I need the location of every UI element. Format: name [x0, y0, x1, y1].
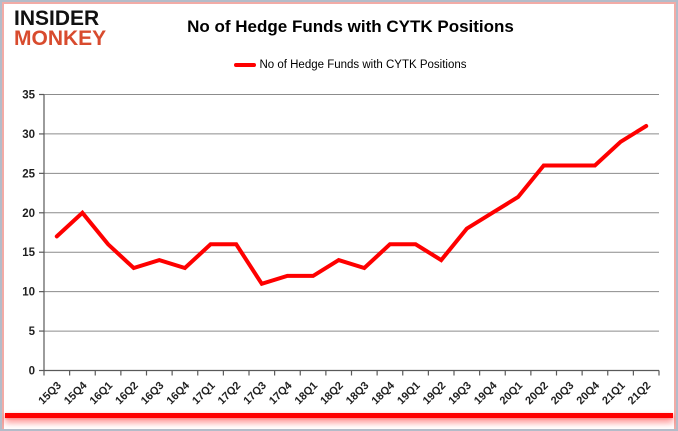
x-tick-label: 20Q4 [575, 379, 603, 407]
y-tick-label: 20 [22, 208, 35, 220]
legend-label: No of Hedge Funds with CYTK Positions [259, 59, 467, 71]
bottom-red-bar [5, 413, 673, 418]
y-tick-label: 5 [29, 326, 36, 338]
x-tick-label: 19Q1 [395, 380, 423, 408]
x-tick-label: 21Q1 [600, 380, 628, 408]
x-tick-label: 18Q2 [318, 380, 346, 408]
x-tick-label: 18Q3 [344, 380, 372, 408]
y-axis-labels: 0 5 10 15 20 25 30 35 [22, 90, 44, 378]
x-tick-label: 21Q2 [626, 380, 654, 408]
x-tick-label: 18Q1 [293, 380, 321, 408]
x-tick-label: 17Q4 [267, 379, 295, 407]
x-axis-ticks [43, 370, 660, 376]
y-tick-label: 10 [22, 287, 35, 299]
gridlines [44, 94, 659, 332]
y-tick-label: 35 [22, 90, 35, 102]
x-tick-label: 17Q3 [241, 380, 269, 408]
x-tick-label: 19Q4 [472, 379, 500, 407]
x-tick-label: 20Q1 [498, 380, 526, 408]
legend-line-swatch [234, 63, 257, 67]
x-tick-label: 17Q1 [190, 380, 218, 408]
insider-monkey-logo: INSIDER MONKEY [14, 7, 107, 50]
x-tick-label: 18Q4 [370, 379, 398, 407]
x-tick-label: 15Q3 [36, 380, 64, 408]
logo-line-insider: INSIDER [14, 7, 100, 30]
x-tick-label: 20Q2 [523, 380, 551, 408]
x-tick-label: 15Q4 [62, 379, 90, 407]
axes [43, 94, 659, 372]
legend: No of Hedge Funds with CYTK Positions [44, 59, 657, 71]
chart-title: No of Hedge Funds with CYTK Positions [187, 17, 514, 36]
x-axis-labels: 15Q315Q416Q116Q216Q316Q417Q117Q217Q317Q4… [36, 379, 653, 407]
x-tick-label: 19Q3 [446, 380, 474, 408]
logo-line-monkey: MONKEY [14, 26, 107, 50]
y-tick-label: 0 [29, 366, 35, 378]
x-tick-label: 19Q2 [421, 380, 449, 408]
y-tick-label: 25 [22, 168, 35, 180]
y-tick-label: 30 [22, 129, 35, 141]
x-tick-label: 17Q2 [216, 380, 244, 408]
x-tick-label: 16Q4 [165, 379, 193, 407]
x-tick-label: 16Q1 [88, 380, 116, 408]
x-tick-label: 16Q3 [139, 380, 167, 408]
x-tick-label: 20Q3 [549, 380, 577, 408]
series-line [54, 124, 649, 287]
y-tick-label: 15 [22, 247, 35, 259]
x-tick-label: 16Q2 [113, 380, 141, 408]
